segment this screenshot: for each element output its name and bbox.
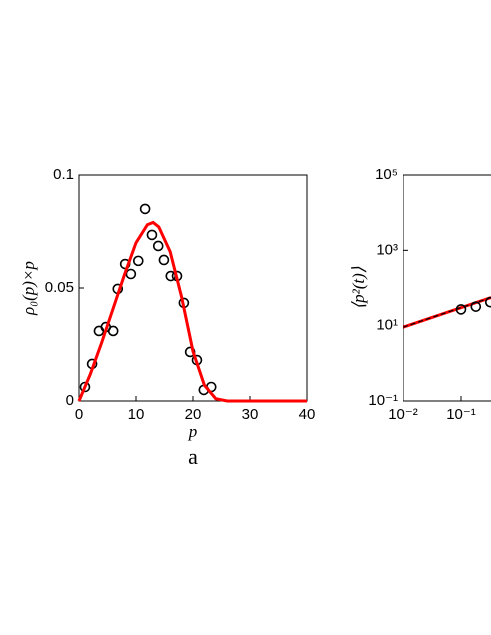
y-axis-label: ⟨p²(t)⟩ (349, 266, 368, 309)
data-point (125, 268, 137, 280)
x-tick-label: 40 (299, 406, 316, 423)
data-point (139, 203, 151, 215)
data-point (107, 325, 119, 337)
panel (77, 174, 308, 403)
y-tick-label: 10⁻¹ (368, 392, 398, 409)
y-tick-label: 0.1 (53, 166, 74, 183)
x-tick-label: 20 (185, 406, 202, 423)
data-point (470, 301, 482, 312)
data-point (132, 255, 144, 267)
x-tick-label: 10⁻¹ (446, 406, 476, 423)
data-point (158, 254, 170, 266)
data-point (79, 381, 91, 393)
data-point (485, 296, 491, 308)
x-axis-label: p (188, 422, 198, 441)
x-tick-label: 0 (75, 406, 83, 423)
x-tick-label: 10 (128, 406, 145, 423)
data-point (455, 304, 467, 315)
x-tick-label: 10⁻² (388, 406, 418, 423)
y-tick-label: 0.05 (45, 279, 74, 296)
y-tick-label: 10⁵ (375, 166, 398, 183)
y-tick-label: 0 (66, 392, 74, 409)
x-tick-label: 30 (242, 406, 259, 423)
y-tick-label: 10³ (376, 241, 398, 258)
fit-line (77, 220, 307, 403)
y-axis-label: ρ₀(p)×p (19, 261, 38, 316)
data-point (152, 240, 164, 252)
axes-box (403, 174, 491, 402)
panel-caption: a (188, 444, 198, 469)
panel (403, 174, 491, 402)
data-point (146, 229, 158, 241)
y-tick-label: 10¹ (376, 317, 398, 334)
